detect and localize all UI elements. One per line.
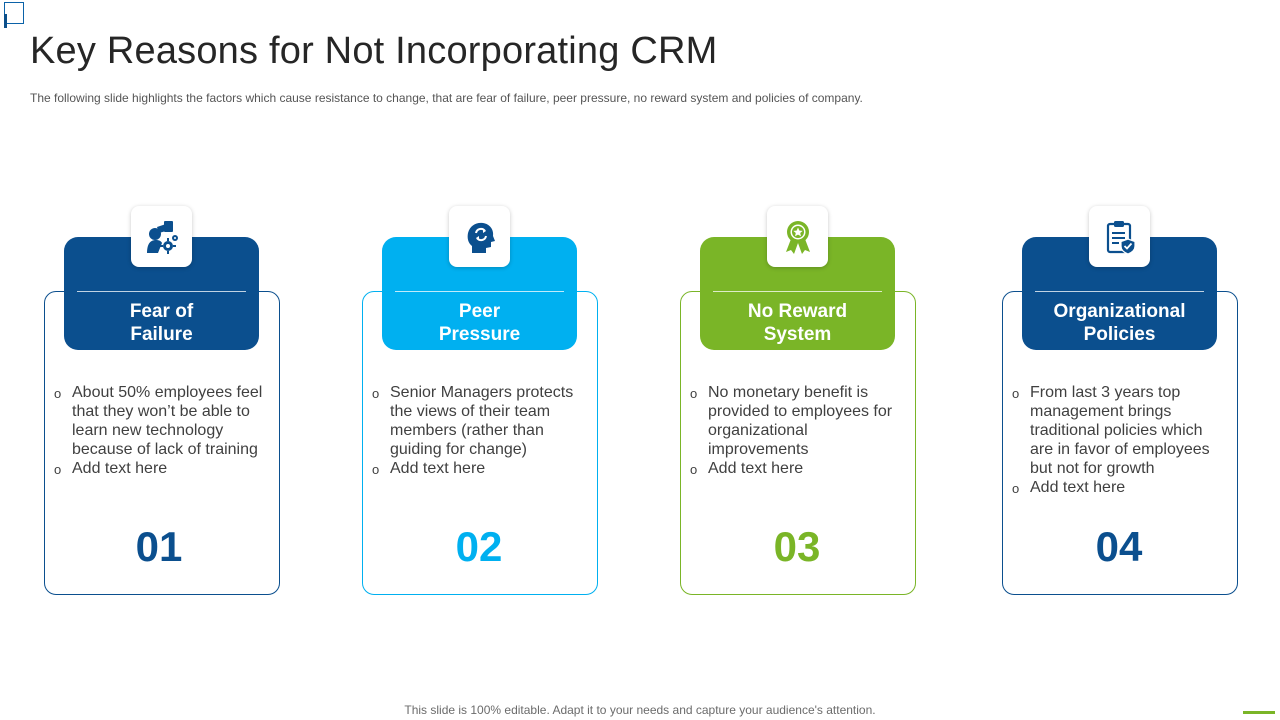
clipboard-shield-icon: [1089, 206, 1150, 267]
card-title-line1: Organizational: [1053, 301, 1186, 322]
bullet-item: From last 3 years top management brings …: [1012, 383, 1230, 478]
header-divider: [395, 291, 564, 292]
card-title-line1: No Reward: [747, 301, 848, 322]
footer-note: This slide is 100% editable. Adapt it to…: [404, 703, 876, 717]
bullet-list: About 50% employees feel that they won’t…: [54, 383, 272, 479]
slide-title: Key Reasons for Not Incorporating CRM: [30, 30, 718, 72]
bullet-item: Add text here: [54, 459, 272, 479]
footer-accent-line: [1243, 711, 1275, 714]
corner-mark-bar: [4, 14, 7, 28]
card-title: No Reward System: [700, 300, 895, 346]
card-title-line1: Peer: [458, 301, 501, 322]
head-arrows-icon: [449, 206, 510, 267]
slide-subtitle: The following slide highlights the facto…: [30, 91, 863, 105]
card-title-line2: Failure: [130, 324, 193, 345]
card-title-line2: System: [763, 324, 832, 345]
card-number: 02: [455, 523, 503, 570]
header-divider: [77, 291, 246, 292]
card-title-line2: Pressure: [438, 324, 521, 345]
card-title: Peer Pressure: [382, 300, 577, 346]
card-title-line2: Policies: [1083, 324, 1156, 345]
card-number: 04: [1095, 523, 1143, 570]
bullet-item: No monetary benefit is provided to emplo…: [690, 383, 908, 459]
card-title-line1: Fear of: [129, 301, 194, 322]
bullet-list: From last 3 years top management brings …: [1012, 383, 1230, 498]
card-number: 01: [135, 523, 183, 570]
bullet-item: About 50% employees feel that they won’t…: [54, 383, 272, 459]
bullet-list: No monetary benefit is provided to emplo…: [690, 383, 908, 479]
bullet-item: Senior Managers protects the views of th…: [372, 383, 590, 459]
worried-person-gear-icon: [131, 206, 192, 267]
bullet-item: Add text here: [372, 459, 590, 479]
bullet-list: Senior Managers protects the views of th…: [372, 383, 590, 479]
bullet-item: Add text here: [1012, 478, 1230, 498]
header-divider: [713, 291, 882, 292]
header-divider: [1035, 291, 1204, 292]
card-title: Fear of Failure: [64, 300, 259, 346]
award-ribbon-icon: [767, 206, 828, 267]
bullet-item: Add text here: [690, 459, 908, 479]
corner-mark: [4, 2, 24, 24]
card-number: 03: [773, 523, 821, 570]
card-title: Organizational Policies: [1022, 300, 1217, 346]
